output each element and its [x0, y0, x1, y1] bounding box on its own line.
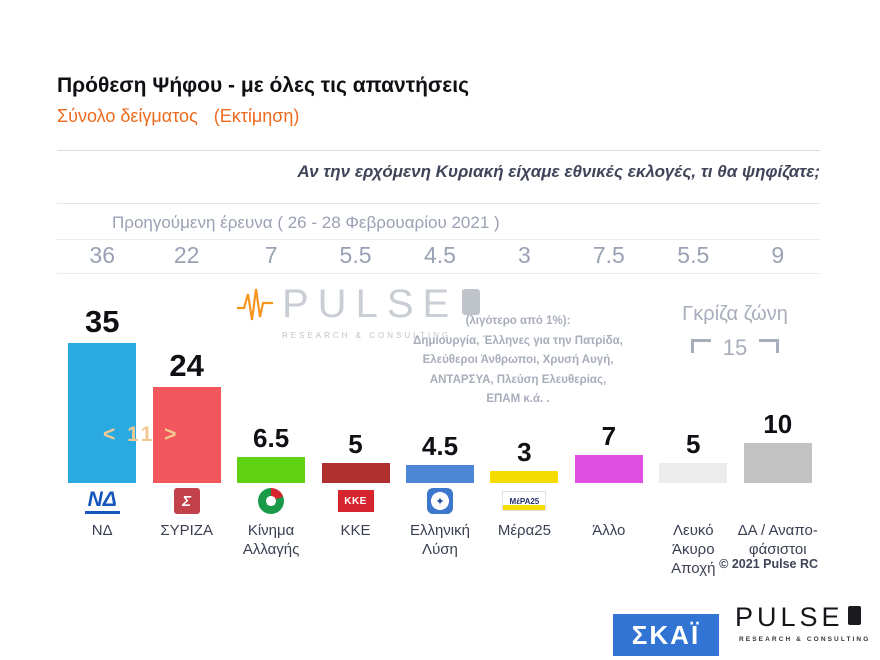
divider [57, 150, 820, 151]
category-label: Ελληνική Λύση [409, 522, 470, 558]
elliniki-lysi-logo: ✦ [426, 488, 453, 514]
gray-zone-label: Γκρίζα ζώνη [682, 303, 788, 325]
small-parties-note: (λιγότερο από 1%): Δημιουργία, Έλληνες γ… [413, 315, 623, 406]
bar [574, 455, 643, 483]
party-logo-slot: ΜέΡΑ25 [482, 483, 566, 519]
previous-values-row: 36 22 7 5.5 4.5 3 7.5 5.5 9 [60, 242, 820, 269]
party-logo-slot: ✦ [398, 483, 482, 519]
page-title: Πρόθεση Ψήφου - με όλες τις απαντήσεις [57, 74, 470, 97]
bar-column-7: 7 Άλλο [567, 268, 651, 575]
subtitle: Σύνολο δείγματος (Εκτίμηση) [57, 106, 299, 127]
kke-logo: ΚΚΕ [337, 490, 374, 512]
previous-value: 5.5 [339, 242, 372, 268]
category-label: ΝΔ [91, 522, 113, 539]
pulse-logo-subtext: RESEARCH & CONSULTING [739, 636, 871, 643]
bar [68, 343, 137, 483]
bar [237, 457, 306, 483]
bar [152, 387, 221, 483]
category-label: ΚΚΕ [340, 522, 371, 539]
pulse-logo: PULSE RESEARCH & CONSULTING [731, 604, 868, 644]
gray-zone-annotation: Γκρίζα ζώνη 15 [652, 303, 818, 361]
survey-question: Αν την ερχόμενη Κυριακή είχαμε εθνικές ε… [297, 162, 820, 181]
previous-value: 5.5 [677, 242, 710, 268]
party-logo-slot: Σ [144, 483, 228, 519]
lead-gap-annotation: < 11 > [103, 423, 180, 446]
pulse-logo-row: PULSE [735, 604, 874, 631]
category-label: Λευκό Άκυρο Αποχή [671, 522, 716, 577]
category-label: ΣΥΡΙΖΑ [160, 522, 213, 539]
party-logo-slot: ΝΔ [60, 483, 144, 519]
bar-columns: 35 ΝΔ ΝΔ 24 Σ ΣΥΡΙΖΑ 6.5 Κίνημα Αλλαγής 5 ΚΚΕ ΚΚΕ 4… [60, 268, 820, 577]
party-logo-slot [229, 483, 313, 519]
watermark-body: PULSE RESEARCH & CONSULTING [282, 282, 481, 340]
nd-logo: ΝΔ [84, 489, 120, 514]
bar-value-label: 35 [84, 304, 120, 339]
bracket-left-icon [690, 339, 711, 353]
previous-value: 4.5 [423, 242, 456, 268]
bar-value-label: 6.5 [253, 423, 290, 453]
divider [57, 273, 820, 274]
bar-column-6: 3 ΜέΡΑ25 Μέρα25 [482, 268, 566, 575]
syriza-logo: Σ [173, 488, 200, 514]
category-label: ΔΑ / Αναπο- φάσιστοι [737, 522, 818, 558]
bar-column-4: 5 ΚΚΕ ΚΚΕ [313, 268, 397, 575]
previous-value: 3 [518, 242, 531, 268]
party-logo-slot [736, 483, 820, 519]
bar-value-label: 24 [169, 348, 204, 383]
bar-value-label: 4.5 [421, 431, 459, 461]
pulse-logo-body: PULSE RESEARCH & CONSULTING [735, 604, 874, 644]
category-label: Μέρα25 [497, 522, 551, 539]
bar-column-9: 10 ΔΑ / Αναπο- φάσιστοι [736, 268, 820, 575]
bar [321, 463, 390, 483]
previous-value: 22 [173, 242, 200, 268]
previous-value: 7 [264, 242, 278, 268]
bar-value-label: 7 [601, 421, 617, 451]
watermark-text: PULSE [282, 282, 459, 326]
category-label: Κίνημα Αλλαγής [242, 522, 300, 558]
gray-zone-value: 15 [722, 335, 748, 360]
previous-survey-label: Προηγούμενη έρευνα ( 26 - 28 Φεβρουαρίου… [112, 213, 500, 232]
bar-value-label: 3 [517, 437, 532, 467]
bar-column-2: 24 Σ ΣΥΡΙΖΑ [144, 268, 228, 575]
bar-value-label: 5 [348, 429, 363, 459]
divider [57, 239, 820, 240]
mera25-logo: ΜέΡΑ25 [502, 491, 547, 511]
bar-value-label: 5 [686, 429, 701, 459]
divider [57, 203, 820, 204]
previous-value: 7.5 [592, 242, 625, 268]
copyright: © 2021 Pulse RC [719, 557, 818, 571]
kinima-allagis-logo [258, 488, 285, 514]
previous-value: 9 [771, 242, 785, 268]
bar [490, 471, 559, 483]
sample-label: Σύνολο δείγματος [57, 106, 198, 126]
estimate-label: (Εκτίμηση) [213, 106, 300, 126]
pulse-waveform-icon [237, 288, 273, 321]
pulse-logo-text: PULSE [735, 602, 844, 632]
skai-logo: ΣΚΑΪ [613, 614, 719, 656]
category-label: Άλλο [592, 522, 626, 539]
bar [405, 465, 474, 483]
pulse-watermark: PULSE RESEARCH & CONSULTING [236, 282, 481, 340]
bar [743, 443, 812, 483]
bar-column-8: 5 Λευκό Άκυρο Αποχή [651, 268, 735, 577]
party-logo-slot [567, 483, 651, 519]
pulse-logo-subrow: RESEARCH & CONSULTING [735, 636, 874, 643]
bar-column-5: 4.5 ✦ Ελληνική Λύση [398, 268, 482, 575]
watermark-row: PULSE [282, 282, 481, 326]
watermark-subtext: RESEARCH & CONSULTING [282, 331, 452, 340]
pulse-logo-mark-icon [847, 606, 861, 625]
bar [659, 463, 728, 483]
bar-column-1: 35 ΝΔ ΝΔ [60, 268, 144, 575]
party-logo-slot: ΚΚΕ [313, 483, 397, 519]
bar-value-label: 10 [763, 409, 793, 439]
pulse-logo-mark-icon [462, 289, 481, 315]
bar-column-3: 6.5 Κίνημα Αλλαγής [229, 268, 313, 575]
gray-zone-value-row: 15 [652, 335, 818, 361]
previous-value: 36 [89, 242, 116, 268]
bracket-right-icon [759, 339, 780, 353]
party-logo-slot [651, 483, 735, 519]
